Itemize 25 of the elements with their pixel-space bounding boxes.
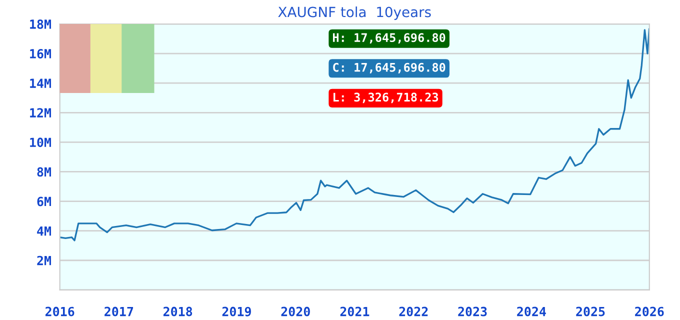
x-tick-label: 2020: [281, 306, 310, 316]
y-tick-label: 10M: [30, 138, 51, 148]
y-tick-label: 2M: [37, 256, 51, 266]
y-tick-label: 4M: [37, 226, 51, 236]
y-tick-label: 8M: [37, 167, 51, 177]
x-tick-label: 2016: [45, 306, 74, 316]
x-tick-label: 2021: [340, 306, 370, 316]
x-tick-label: 2023: [458, 306, 487, 316]
y-tick-label: 6M: [37, 196, 51, 206]
x-tick-label: 2018: [163, 306, 192, 316]
x-tick-label: 2025: [576, 306, 605, 316]
x-tick-label: 2026: [635, 306, 664, 316]
y-tick-label: 14M: [30, 78, 51, 88]
y-tick-label: 18M: [30, 19, 51, 29]
annotation: C: 17,645,696.80: [333, 62, 446, 74]
x-tick-label: 2024: [517, 306, 546, 316]
x-tick-label: 2022: [399, 306, 428, 316]
annotation: L: 3,326,718.23: [334, 92, 438, 104]
x-tick-label: 2019: [222, 306, 251, 316]
y-tick-label: 12M: [30, 108, 51, 118]
y-tick-label: 16M: [30, 49, 51, 58]
line-series: [60, 28, 650, 242]
x-tick-label: 2017: [104, 306, 134, 316]
annotation: H: 17,645,696.80: [333, 33, 446, 44]
chart-title: XAUGNF tola 10years: [278, 6, 431, 20]
